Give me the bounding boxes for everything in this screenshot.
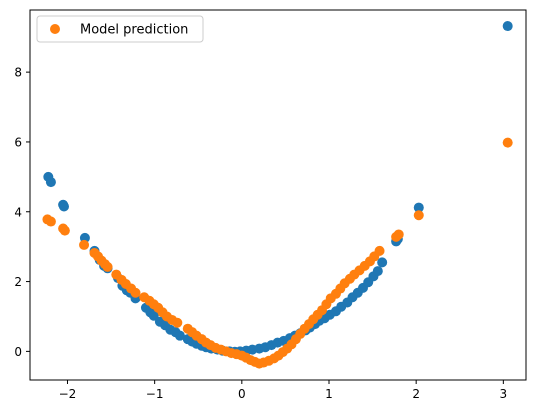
plot-area: [30, 10, 526, 380]
plot-frame: [29, 9, 527, 381]
series-0-point: [372, 266, 383, 277]
x-tick-label: 3: [500, 387, 508, 401]
x-tick-label: 0: [238, 387, 246, 401]
series-0-point: [59, 201, 69, 212]
legend-label-model-prediction: Model prediction: [80, 23, 188, 38]
y-axis-ticks: 0 2 4 6 8: [14, 66, 30, 359]
series-1-point: [79, 239, 90, 250]
series-0-point: [413, 202, 424, 213]
series-0-point: [502, 21, 513, 32]
series-1-point: [59, 225, 70, 236]
series-1-point: [172, 317, 183, 328]
x-tick-label: −1: [146, 387, 164, 401]
legend-marker-model-prediction: [50, 24, 60, 34]
series-0-point: [45, 177, 56, 188]
x-axis-ticks: −2 −1 0 1 2 3: [59, 380, 508, 401]
x-tick-label: 2: [412, 387, 420, 401]
y-tick-label: 6: [14, 135, 22, 149]
y-tick-label: 2: [14, 275, 22, 289]
legend-box: [36, 15, 204, 43]
y-tick-label: 8: [14, 66, 22, 80]
series-1-point: [45, 216, 56, 227]
series-1-point: [393, 229, 404, 240]
legend: Model prediction: [36, 15, 204, 43]
series-0-point: [377, 257, 388, 268]
series-1-point: [102, 261, 113, 272]
x-tick-label: −2: [59, 387, 77, 401]
series-1-point: [413, 210, 424, 221]
series-1-point: [502, 137, 513, 148]
series-1-point: [130, 287, 141, 298]
series-1-points: [42, 137, 513, 369]
x-tick-label: 1: [325, 387, 333, 401]
series-1-point: [374, 245, 385, 256]
y-tick-label: 0: [14, 345, 22, 359]
series-0-point: [174, 330, 185, 341]
y-tick-label: 4: [14, 205, 22, 219]
